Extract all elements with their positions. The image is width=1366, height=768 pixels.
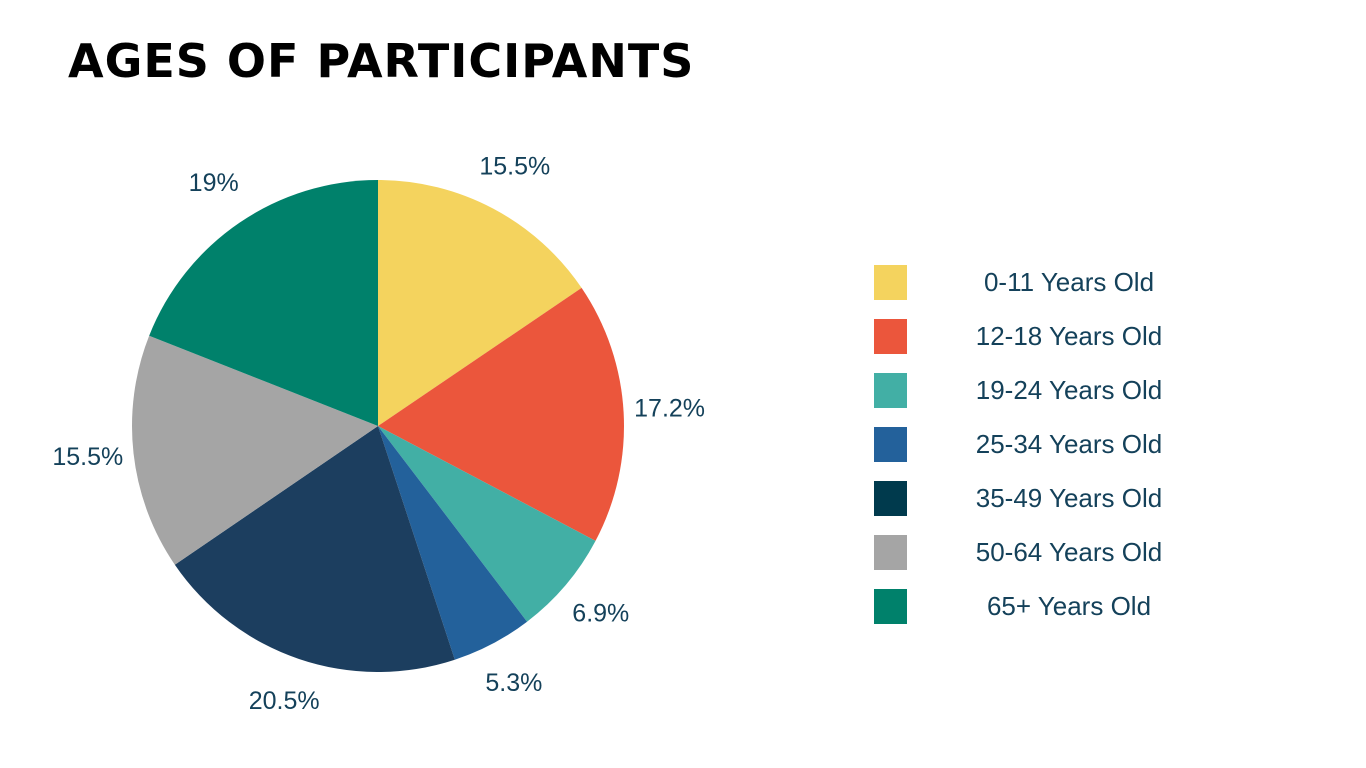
slice-value-label: 20.5% <box>249 687 320 715</box>
pie-slice-2 <box>378 426 596 622</box>
legend-label: 12-18 Years Old <box>975 321 1163 351</box>
pie-slice-6 <box>149 179 378 426</box>
legend-label: 35-49 Years Old <box>975 483 1163 513</box>
legend-item: 25-34 Years Old <box>874 427 1214 481</box>
pie-slice-5 <box>132 335 378 565</box>
legend-swatch <box>874 535 907 570</box>
slice-value-label: 15.5% <box>479 153 550 181</box>
legend-swatch <box>874 319 907 354</box>
legend-item: 65+ Years Old <box>874 589 1214 643</box>
legend-label: 19-24 Years Old <box>975 375 1163 405</box>
slice-value-label: 6.9% <box>572 599 629 627</box>
slice-value-label: 5.3% <box>485 669 542 697</box>
chart-title: AGES OF PARTICIPANTS <box>68 34 695 88</box>
legend-label: 65+ Years Old <box>986 591 1152 621</box>
slice-value-label: 15.5% <box>52 443 123 471</box>
slice-value-label: 17.2% <box>634 395 705 423</box>
pie-data-labels: 15.5% 17.2% 6.9% 5.3% 20.5% 15.5% 19% <box>52 153 705 716</box>
pie-slices <box>132 179 624 673</box>
legend-label: 0-11 Years Old <box>983 267 1155 297</box>
pie-slice-3 <box>378 426 528 660</box>
legend-swatch <box>874 481 907 516</box>
legend-swatch <box>874 373 907 408</box>
legend-swatch <box>874 427 907 462</box>
slice-value-label: 19% <box>189 169 239 197</box>
legend-swatch <box>874 589 907 624</box>
chart-legend: 0-11 Years Old 12-18 Years Old 19-24 Years… <box>874 265 1214 643</box>
legend-label: 50-64 Years Old <box>975 537 1163 567</box>
legend-item: 35-49 Years Old <box>874 481 1214 535</box>
pie-slice-0 <box>378 180 582 426</box>
legend-item: 19-24 Years Old <box>874 373 1214 427</box>
pie-slice-1 <box>378 287 624 541</box>
legend-item: 12-18 Years Old <box>874 319 1214 373</box>
legend-item: 50-64 Years Old <box>874 535 1214 589</box>
pie-slice-4 <box>174 426 455 673</box>
legend-item: 0-11 Years Old <box>874 265 1214 319</box>
legend-label: 25-34 Years Old <box>975 429 1163 459</box>
legend-swatch <box>874 265 907 300</box>
